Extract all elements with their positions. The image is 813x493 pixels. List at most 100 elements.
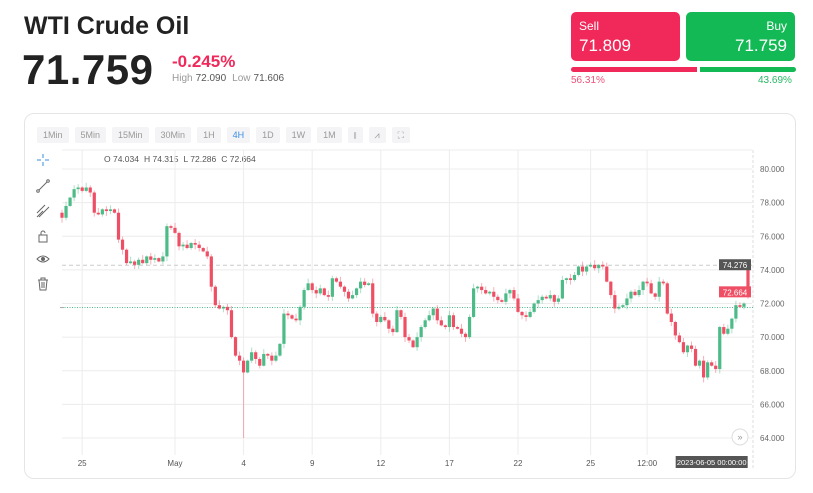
fullscreen-icon[interactable]: ⛶ xyxy=(391,127,410,143)
buy-button[interactable]: Buy 71.759 xyxy=(686,12,795,61)
timeframe-1d[interactable]: 1D xyxy=(256,127,280,143)
eye-icon[interactable] xyxy=(36,252,50,266)
candle-body xyxy=(564,278,569,280)
candle-body xyxy=(108,209,113,212)
multi-line-icon[interactable] xyxy=(36,204,50,218)
timeframe-5min[interactable]: 5Min xyxy=(74,127,107,143)
candle-body xyxy=(710,362,714,366)
trash-icon[interactable] xyxy=(36,277,50,291)
candle-body xyxy=(605,266,609,282)
candle-body xyxy=(274,355,278,361)
candle-body xyxy=(116,212,121,240)
timeframe-1h[interactable]: 1H xyxy=(197,127,221,143)
candle-body xyxy=(318,288,322,294)
candle-body xyxy=(80,187,84,191)
candle-body xyxy=(354,288,359,296)
candle-body xyxy=(472,288,476,317)
candle-body xyxy=(580,266,585,272)
lock-icon[interactable] xyxy=(36,229,50,243)
y-tick-label: 70.000 xyxy=(760,333,785,342)
ohlc-readout: O 74.034 H 74.315 L 72.286 C 72.664 xyxy=(104,154,261,164)
candle-body xyxy=(439,320,443,326)
timeframe-4h[interactable]: 4H xyxy=(226,127,251,143)
candle-body xyxy=(153,258,157,260)
candle-body xyxy=(371,283,375,314)
buy-percent: 43.69% xyxy=(758,75,792,86)
y-tick-label: 68.000 xyxy=(760,367,785,376)
candle-body xyxy=(145,256,149,264)
candle-body xyxy=(504,293,508,302)
sell-sentiment-bar xyxy=(571,67,697,72)
candle-body xyxy=(609,281,613,296)
timeframe-15min[interactable]: 15Min xyxy=(112,127,149,143)
candle-body xyxy=(556,298,560,302)
scroll-to-latest-button[interactable] xyxy=(731,428,749,446)
candle-body xyxy=(270,355,274,361)
x-tick-label: 4 xyxy=(241,459,246,468)
candle-body xyxy=(141,259,145,264)
timeframe-30min[interactable]: 30Min xyxy=(154,127,192,143)
candle-body xyxy=(217,305,221,309)
candle-body xyxy=(112,209,117,213)
candle-body xyxy=(560,279,564,299)
x-tick-label: 12:00 xyxy=(637,459,658,468)
candle-body xyxy=(181,244,185,247)
buy-price: 71.759 xyxy=(735,36,787,55)
indicators-icon[interactable]: ⩘ xyxy=(368,127,386,143)
candle-body xyxy=(225,306,230,311)
candle-body xyxy=(330,278,334,297)
high-line-label: 74.276 xyxy=(723,261,748,270)
candle-body xyxy=(233,337,238,356)
candle-body xyxy=(197,244,201,249)
x-tick-label: 22 xyxy=(514,459,523,468)
chart-card xyxy=(24,113,796,479)
candle-body xyxy=(681,342,686,353)
candle-body xyxy=(88,187,92,193)
candle-body xyxy=(262,353,266,366)
candle-type-icon[interactable]: ⫾ xyxy=(347,127,363,143)
candle-body xyxy=(702,360,706,378)
timeframe-1min[interactable]: 1Min xyxy=(37,127,69,143)
candle-body xyxy=(266,353,270,356)
candle-body xyxy=(185,244,189,249)
candle-body xyxy=(601,264,605,267)
current-price: 71.759 xyxy=(22,46,154,93)
candle-body xyxy=(584,266,589,272)
y-tick-label: 64.000 xyxy=(760,434,785,443)
low-value: 71.606 xyxy=(253,73,285,84)
timeframe-1w[interactable]: 1W xyxy=(285,127,312,143)
candle-body xyxy=(165,226,169,257)
high-label: High xyxy=(172,73,193,84)
candle-body xyxy=(476,286,480,289)
candle-body xyxy=(625,298,629,306)
candle-body xyxy=(597,264,601,269)
timeframe-1m[interactable]: 1M xyxy=(317,127,342,143)
candle-body xyxy=(415,337,419,348)
candle-body xyxy=(484,290,488,294)
candle-body xyxy=(455,327,460,329)
candle-body xyxy=(447,315,451,328)
candle-body xyxy=(459,328,464,334)
candle-body xyxy=(379,316,383,322)
candle-body xyxy=(258,358,262,366)
candle-body xyxy=(334,278,338,282)
crosshair-icon[interactable] xyxy=(36,153,50,167)
candle-body xyxy=(84,187,88,191)
double-chevron-right-icon: » xyxy=(737,432,742,442)
candle-body xyxy=(298,306,302,321)
candle-body xyxy=(673,321,677,336)
trend-line-icon[interactable] xyxy=(36,179,50,193)
candle-body xyxy=(532,303,536,312)
candle-body xyxy=(338,281,343,287)
candle-body xyxy=(310,283,314,291)
candle-body xyxy=(76,187,80,190)
candle-body xyxy=(286,313,290,316)
candle-body xyxy=(685,345,690,353)
candle-body xyxy=(746,269,750,293)
low-label: Low xyxy=(232,73,251,84)
candle-body xyxy=(697,360,702,366)
ohlc-high: H 74.315 xyxy=(143,154,179,164)
candle-body xyxy=(657,281,661,297)
sell-button[interactable]: Sell 71.809 xyxy=(571,12,680,61)
